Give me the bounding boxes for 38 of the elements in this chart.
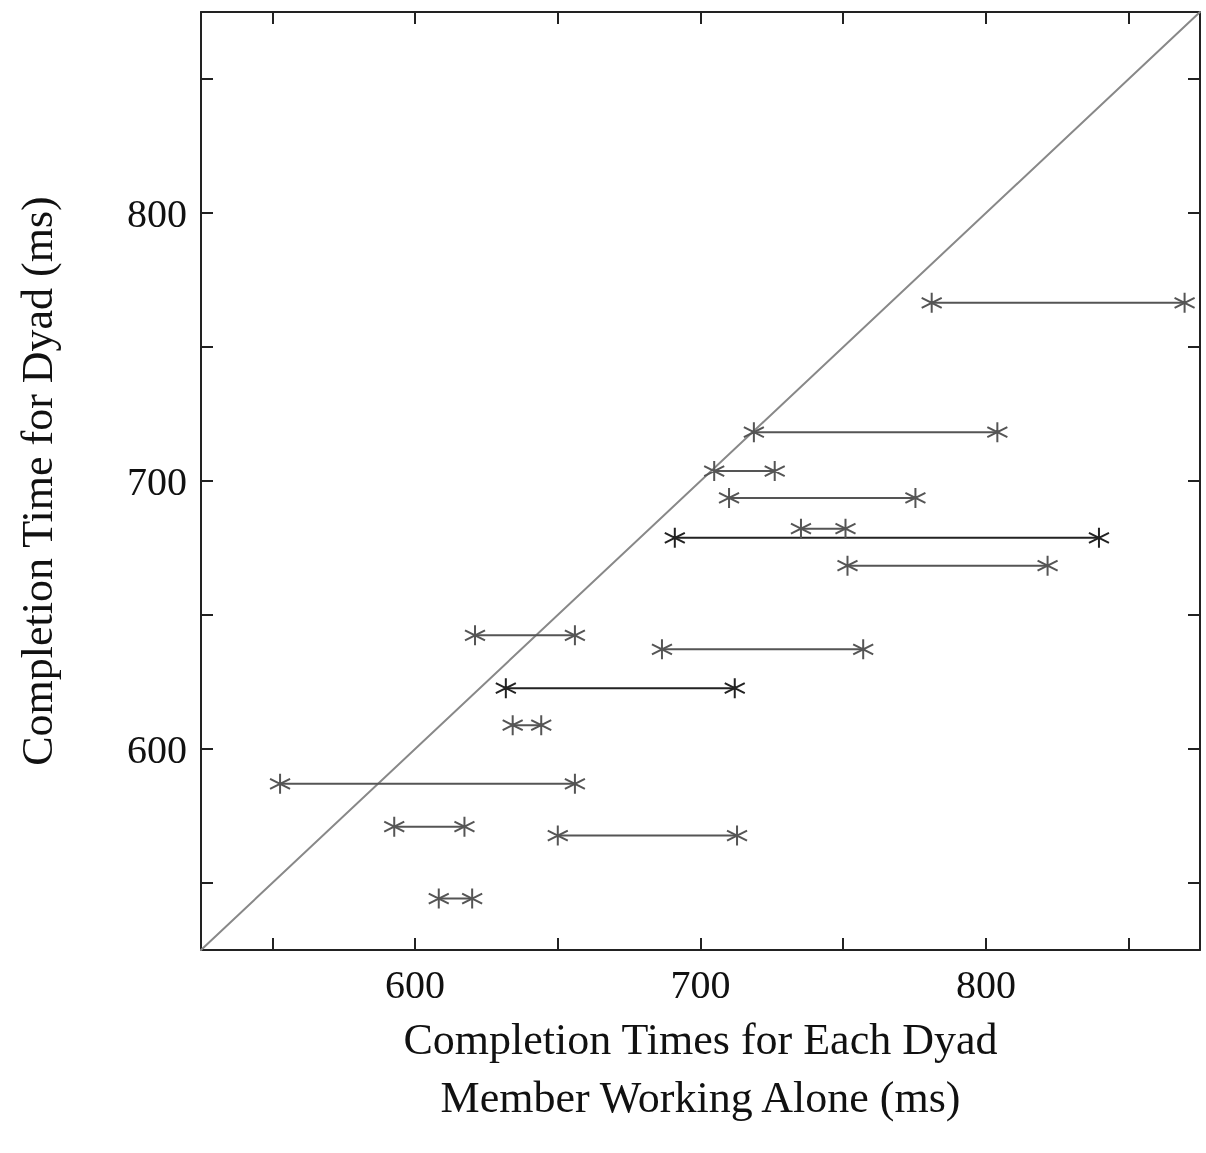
point: [563, 624, 586, 647]
point: [650, 638, 673, 661]
point: [986, 421, 1009, 444]
point: [1173, 291, 1196, 314]
point: [269, 772, 292, 795]
point: [464, 624, 487, 647]
point: [461, 887, 484, 910]
point: [726, 824, 749, 847]
point: [718, 486, 741, 509]
y-axis-title: Completion Time for Dyad (ms): [12, 196, 62, 766]
point: [703, 460, 726, 483]
point: [530, 714, 553, 737]
x-tick-label: 700: [670, 961, 731, 1007]
point: [383, 815, 406, 838]
point: [563, 772, 586, 795]
x-axis-title: Completion Times for Each Dyad Member Working Alone (ms): [403, 1014, 998, 1122]
point: [663, 526, 686, 549]
point: [1087, 526, 1110, 549]
point: [852, 638, 875, 661]
point: [546, 824, 569, 847]
point: [834, 517, 857, 540]
y-tick-label: 800: [127, 190, 187, 236]
y-tick-label: 600: [127, 726, 187, 772]
x-tick-label: 800: [955, 961, 1016, 1007]
point: [763, 460, 786, 483]
point: [427, 887, 450, 910]
point: [494, 677, 517, 700]
x-tick-label: 600: [385, 961, 446, 1007]
point: [453, 815, 476, 838]
point: [723, 677, 746, 700]
point: [904, 486, 927, 509]
point: [742, 421, 765, 444]
point: [1036, 554, 1059, 577]
point: [789, 517, 812, 540]
y-tick-label: 700: [127, 458, 187, 504]
point: [920, 291, 943, 314]
point: [501, 714, 524, 737]
point: [836, 554, 859, 577]
